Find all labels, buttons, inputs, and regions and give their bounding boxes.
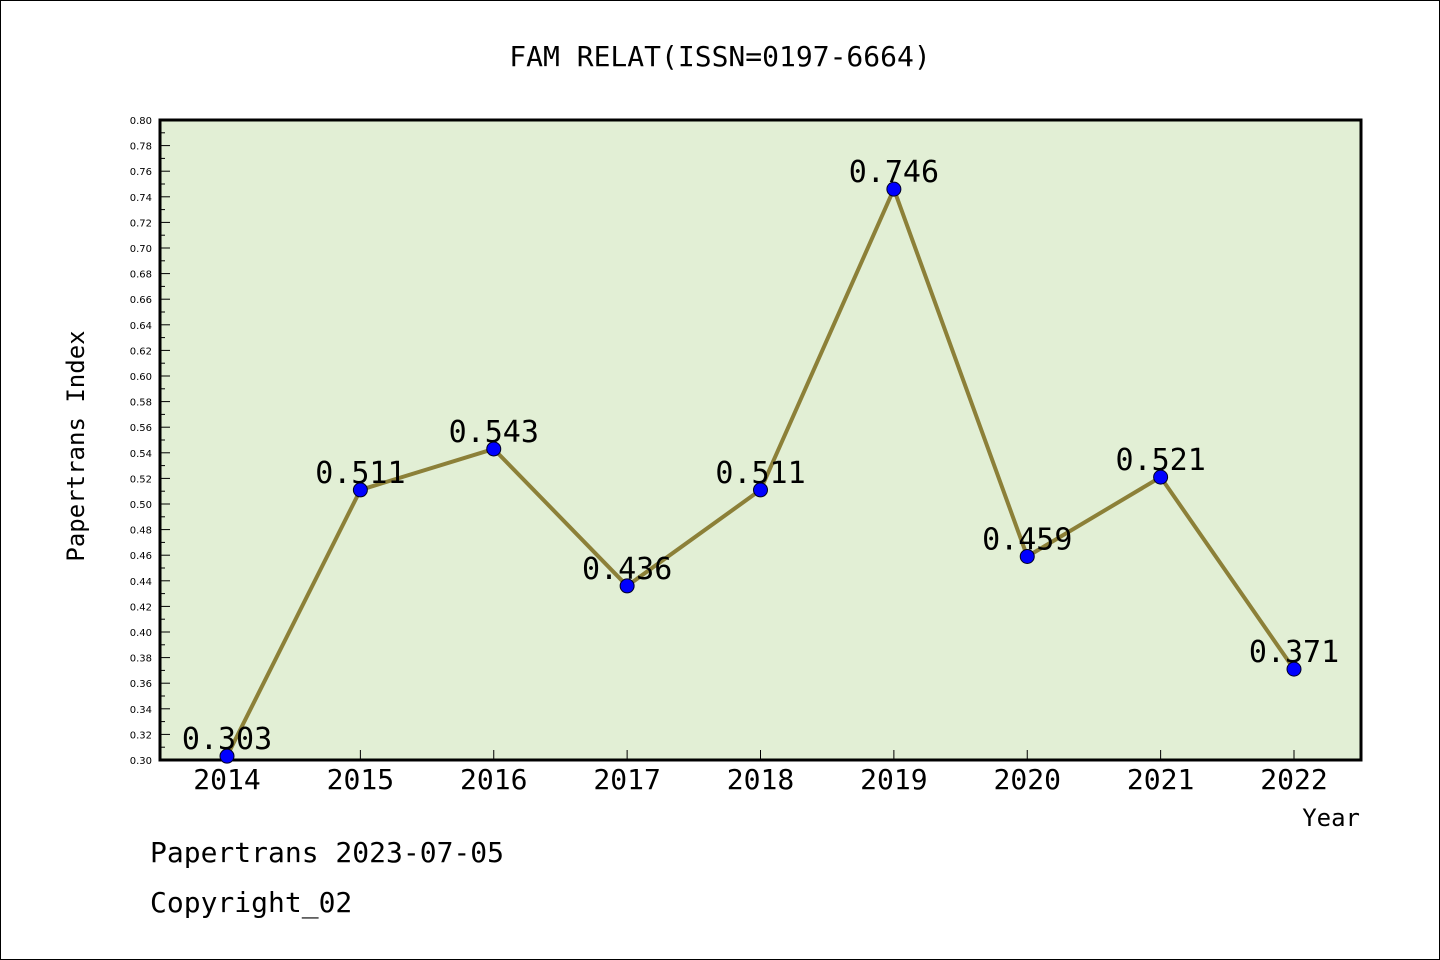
y-tick-label: 0.48 xyxy=(130,526,152,537)
x-tick-label: 2018 xyxy=(727,763,794,796)
y-tick-label: 0.36 xyxy=(130,679,152,690)
y-tick-label: 0.72 xyxy=(130,218,152,229)
footer-date: Papertrans 2023-07-05 xyxy=(150,836,505,869)
x-tick-label: 2020 xyxy=(994,763,1061,796)
data-point xyxy=(619,578,635,594)
x-axis: 2014 2015 2016 2017 2018 2019 2020 2021 2022 xyxy=(193,750,1328,796)
y-tick-label: 0.40 xyxy=(130,628,152,639)
footer-copyright: Copyright_02 xyxy=(150,886,353,919)
x-tick-label: 2017 xyxy=(593,763,660,796)
y-tick-label: 0.34 xyxy=(130,705,152,716)
y-tick-label: 0.42 xyxy=(130,602,152,613)
x-tick-label: 2019 xyxy=(860,763,927,796)
y-tick-label: 0.76 xyxy=(130,167,152,178)
data-point xyxy=(1019,548,1035,564)
y-tick-label: 0.60 xyxy=(130,372,152,383)
data-point xyxy=(886,181,902,197)
x-tick-label: 2021 xyxy=(1127,763,1194,796)
data-label: 0.521 xyxy=(1115,443,1205,478)
y-tick-label: 0.62 xyxy=(130,346,152,357)
y-tick-label: 0.78 xyxy=(130,142,152,153)
y-tick-label: 0.56 xyxy=(130,423,152,434)
data-point xyxy=(1153,469,1169,485)
x-tick-label: 2016 xyxy=(460,763,527,796)
series-group: 0.303 0.511 0.543 0.436 0.511 0.746 0.459 0.521… xyxy=(182,155,1339,764)
y-tick-label: 0.30 xyxy=(130,756,152,767)
y-tick-label: 0.68 xyxy=(130,270,152,281)
x-tick-label: 2015 xyxy=(327,763,394,796)
data-label: 0.459 xyxy=(982,522,1072,557)
y-axis: 0.30 0.32 0.34 0.36 0.38 0.40 0.42 0.44 0.46 0.48… xyxy=(130,116,170,767)
data-label: 0.511 xyxy=(315,456,405,491)
data-label: 0.303 xyxy=(182,722,272,757)
y-tick-label: 0.50 xyxy=(130,500,152,511)
data-point xyxy=(219,748,235,764)
y-axis-label: Papertrans Index xyxy=(62,330,90,561)
data-point xyxy=(486,441,502,457)
y-tick-label: 0.58 xyxy=(130,398,152,409)
x-axis-label: Year xyxy=(1302,804,1360,832)
x-tick-label: 2014 xyxy=(193,763,260,796)
x-tick-label: 2022 xyxy=(1260,763,1327,796)
y-tick-label: 0.32 xyxy=(130,730,152,741)
data-point xyxy=(1286,661,1302,677)
y-tick-label: 0.66 xyxy=(130,295,152,306)
data-point xyxy=(753,482,768,498)
plot-area xyxy=(158,118,1363,762)
chart-title: FAM RELAT(ISSN=0197-6664) xyxy=(509,40,930,73)
data-label: 0.371 xyxy=(1249,635,1339,670)
y-tick-label: 0.44 xyxy=(130,577,152,588)
data-label: 0.436 xyxy=(582,552,672,587)
y-tick-label: 0.64 xyxy=(130,321,152,332)
y-tick-label: 0.74 xyxy=(130,193,152,204)
data-label: 0.543 xyxy=(449,415,539,450)
y-tick-label: 0.46 xyxy=(130,551,152,562)
data-point xyxy=(352,482,368,498)
y-tick-label: 0.54 xyxy=(130,449,152,460)
data-label: 0.511 xyxy=(715,456,805,491)
data-label: 0.746 xyxy=(849,155,939,190)
y-tick-label: 0.70 xyxy=(130,244,152,255)
y-tick-label: 0.80 xyxy=(130,116,152,127)
y-tick-label: 0.38 xyxy=(130,654,152,665)
y-tick-label: 0.52 xyxy=(130,474,152,485)
